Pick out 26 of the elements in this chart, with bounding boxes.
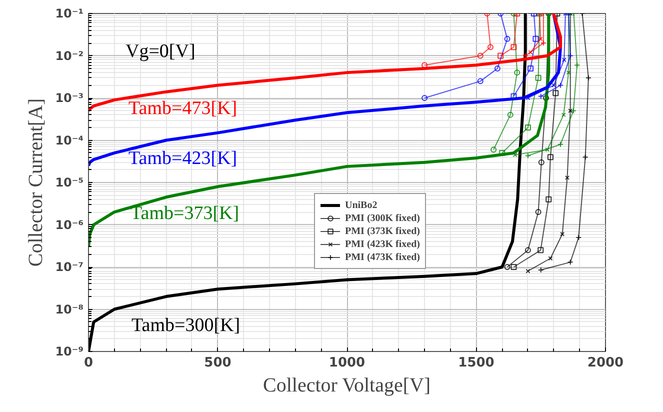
y-tick-label: 10⁻⁸ (55, 302, 84, 316)
annotation: Tamb=473[K] (128, 98, 238, 119)
y-axis-title: Collector Current[A] (25, 98, 48, 267)
legend-label: PMI (300K fixed) (345, 212, 420, 224)
y-tick-label: 10⁻¹ (55, 6, 84, 20)
x-tick-label: 0 (84, 356, 94, 370)
y-tick-label: 10⁻⁵ (55, 176, 84, 190)
y-tick-label: 10⁻⁷ (55, 260, 84, 274)
legend-label: PMI (373K fixed) (345, 225, 420, 237)
legend-label: UniBo2 (345, 199, 378, 211)
legend-label: PMI (423K fixed) (345, 238, 420, 250)
x-tick-label: 1500 (458, 356, 494, 370)
x-tick-label: 2000 (587, 356, 624, 370)
y-tick-label: 10⁻⁹ (55, 344, 84, 358)
x-tick-label: 500 (204, 356, 232, 370)
x-tick-label: 1000 (328, 356, 366, 370)
legend-label: PMI (473K fixed) (345, 251, 420, 263)
y-tick-label: 10⁻⁴ (55, 133, 84, 148)
annotation: Tamb=300[K] (132, 315, 240, 336)
y-tick-label: 10⁻³ (55, 91, 84, 105)
annotation: Tamb=423[K] (128, 148, 238, 169)
y-tick-label: 10⁻⁶ (55, 218, 84, 232)
annotation: Vg=0[V] (126, 41, 196, 62)
annotation: Tamb=373[K] (130, 203, 240, 224)
x-axis-title: Collector Voltage[V] (263, 374, 431, 396)
y-tick-label: 10⁻² (55, 48, 84, 63)
